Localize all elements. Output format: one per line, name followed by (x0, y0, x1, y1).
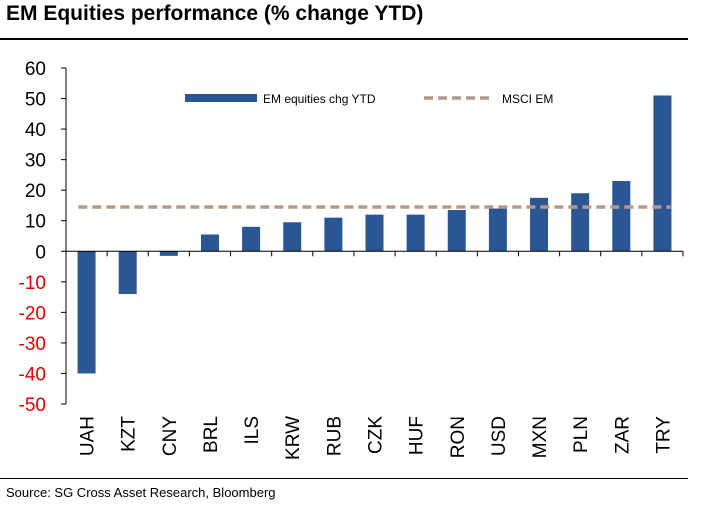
legend-swatch-bar (185, 94, 257, 102)
legend: EM equities chg YTD MSCI EM (185, 92, 553, 106)
bar (571, 193, 590, 252)
bar (118, 251, 137, 295)
x-tick-label: ILS (242, 416, 263, 445)
x-tick-label: KZT (119, 416, 140, 452)
y-tick-label: 30 (25, 151, 46, 172)
bar (242, 226, 261, 252)
bar (200, 234, 219, 252)
x-tick-label: BRL (201, 416, 222, 453)
source-note: Source: SG Cross Asset Research, Bloombe… (6, 485, 276, 500)
bar (406, 214, 425, 252)
x-tick-label: USD (489, 416, 510, 456)
bar (324, 217, 343, 252)
y-tick-label: -50 (19, 395, 46, 416)
chart-title: EM Equities performance (% change YTD) (6, 2, 424, 25)
y-axis: 60 50 40 30 20 10 0 -10 -20 -30 -40 -50 (19, 59, 67, 416)
y-tick-label: -40 (19, 364, 46, 385)
y-tick-label: 10 (25, 212, 46, 233)
bar (447, 210, 466, 252)
y-tick-label: 20 (25, 181, 46, 202)
y-tick-label: 60 (25, 59, 46, 80)
y-tick-label: 40 (25, 120, 46, 141)
x-tick-label: KRW (283, 416, 304, 460)
x-tick-label: TRY (653, 416, 674, 454)
legend-label-bar: EM equities chg YTD (263, 92, 376, 106)
bar (653, 95, 672, 252)
title-divider (0, 38, 688, 40)
y-tick-label: -30 (19, 334, 46, 355)
bar (530, 197, 549, 252)
bar (488, 208, 507, 252)
x-axis: UAH KZT CNY BRL ILS KRW RUB CZK HUF RON USD MXN PLN Z… (65, 250, 684, 460)
y-tick-label: -20 (19, 303, 46, 324)
bar (283, 222, 302, 252)
bar (365, 214, 384, 252)
x-tick-label: CNY (160, 416, 181, 456)
y-tick-label: -10 (19, 273, 46, 294)
x-tick-label: RON (448, 416, 469, 458)
bar (77, 251, 96, 374)
footer-divider (0, 478, 688, 479)
x-tick-label: HUF (407, 416, 428, 455)
x-tick-label: ZAR (612, 416, 633, 454)
y-tick-label: 0 (35, 242, 46, 263)
x-tick-label: PLN (571, 416, 592, 453)
x-tick-label: RUB (324, 416, 345, 456)
bar (612, 181, 631, 252)
x-tick-label: UAH (78, 416, 99, 456)
y-tick-label: 50 (25, 90, 46, 111)
bar-chart: 60 50 40 30 20 10 0 -10 -20 -30 -40 -50 UAH KZT CNY BR… (19, 59, 684, 460)
legend-label-reference: MSCI EM (502, 92, 553, 106)
bar (159, 251, 178, 256)
bars (77, 95, 672, 374)
x-tick-label: CZK (366, 416, 387, 454)
x-tick-label: MXN (530, 416, 551, 458)
